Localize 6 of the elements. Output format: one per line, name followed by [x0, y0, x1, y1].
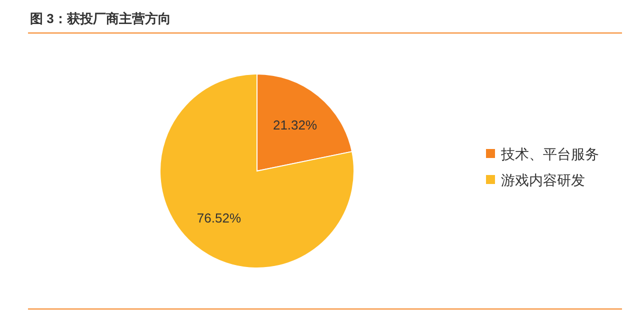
- legend-label: 技术、平台服务: [500, 146, 599, 162]
- chart-title: 图 3：获投厂商主营方向: [30, 11, 171, 26]
- legend-label: 游戏内容研发: [501, 172, 585, 188]
- data-label: 76.52%: [196, 210, 242, 226]
- pie-slice: [160, 74, 354, 268]
- data-label: 21.32%: [272, 117, 318, 132]
